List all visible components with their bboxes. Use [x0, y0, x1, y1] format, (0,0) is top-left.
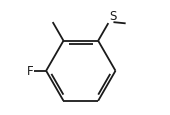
Text: F: F [27, 65, 33, 78]
Text: S: S [109, 10, 116, 22]
